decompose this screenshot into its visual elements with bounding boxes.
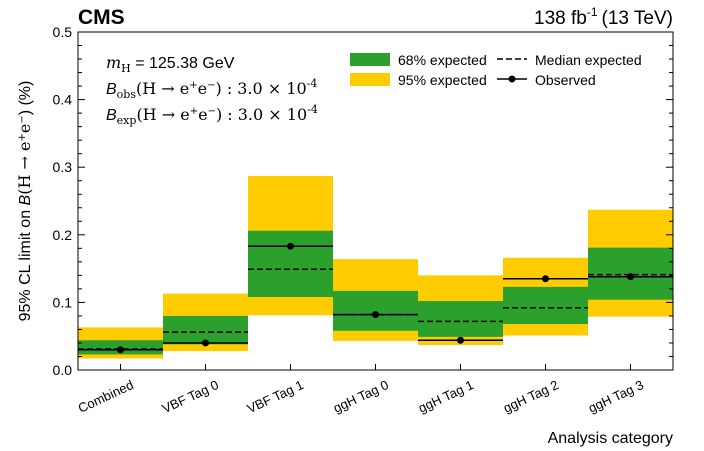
y-axis-title: 95% CL limit on B(H → e+e−) (%) (15, 81, 34, 322)
band-68-2 (248, 230, 333, 297)
experiment-label: CMS (78, 6, 125, 29)
luminosity-value: 138 fb (534, 8, 587, 29)
legend-median-label: Median expected (535, 52, 642, 68)
observed-point-5 (542, 275, 549, 283)
y-tick-label-5: 0.5 (53, 24, 73, 40)
y-axis: 0.0 0.1 0.2 0.3 0.4 0.5 (53, 24, 673, 378)
x-tick-label-3: ggH Tag 0 (331, 377, 391, 416)
x-tick-label-1: VBF Tag 0 (160, 377, 221, 416)
y-tick-label-1: 0.1 (53, 294, 73, 310)
luminosity-label: 138 fb-1 (13 TeV) (534, 5, 673, 29)
higgs-mass-annotation: mH = 125.38 GeV (106, 53, 235, 75)
expected-branching-annotation: Bexp(H → e+e−) : 3.0 × 10-4 (106, 103, 318, 127)
y-tick-label-4: 0.4 (53, 92, 73, 108)
energy-label: (13 TeV) (602, 8, 673, 29)
observed-point-1 (202, 339, 209, 347)
y-axis-title-unit: ) (%) (17, 81, 34, 116)
observed-point-4 (457, 336, 464, 344)
x-tick-label-2: VBF Tag 1 (245, 377, 306, 416)
y-axis-title-symbol: B (17, 194, 34, 205)
band-68-4 (418, 301, 503, 337)
observed-point-0 (117, 346, 124, 354)
legend-95-swatch (350, 73, 390, 86)
observed-point-6 (627, 273, 634, 281)
x-tick-label-0: Combined (76, 377, 136, 416)
legend-68-swatch (350, 53, 390, 66)
x-tick-label-4: ggH Tag 1 (416, 377, 476, 416)
y-axis-title-prefix: 95% CL limit on (17, 205, 34, 321)
y-axis-title-minus: − (17, 115, 28, 123)
observed-point-3 (372, 311, 379, 319)
x-tick-label-5: ggH Tag 2 (501, 377, 561, 416)
legend-observed-label: Observed (535, 72, 596, 88)
bars-layer (78, 175, 673, 359)
y-axis-title-electron: e (15, 124, 34, 133)
legend-observed-marker (508, 75, 516, 83)
y-tick-label-2: 0.2 (53, 227, 73, 243)
x-tick-label-6: ggH Tag 3 (586, 377, 646, 416)
band-68-3 (333, 290, 418, 331)
luminosity-exponent: -1 (587, 5, 598, 19)
x-axis: Combined VBF Tag 0 VBF Tag 1 ggH Tag 0 ggH T… (76, 364, 646, 416)
y-tick-label-3: 0.3 (53, 159, 73, 175)
y-axis-title-plus: + (17, 133, 28, 141)
band-68-5 (503, 286, 588, 325)
observed-point-2 (287, 242, 294, 250)
legend-95-label: 95% expected (398, 72, 487, 88)
x-axis-title: Analysis category (548, 430, 673, 447)
observed-branching-annotation: Bobs(H → e+e−) : 3.0 × 10-4 (106, 77, 317, 101)
legend: 68% expected 95% expected Median expecte… (350, 52, 642, 88)
y-axis-title-decay: (H → e (15, 142, 34, 195)
legend-68-label: 68% expected (398, 52, 487, 68)
y-tick-label-0: 0.0 (53, 362, 73, 378)
